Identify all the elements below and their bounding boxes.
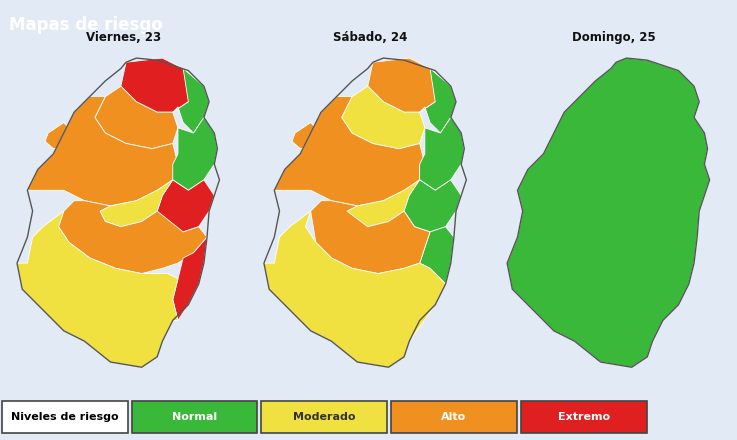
Polygon shape (100, 180, 172, 227)
Polygon shape (368, 58, 446, 112)
Polygon shape (404, 180, 461, 232)
Polygon shape (292, 123, 321, 149)
Polygon shape (419, 227, 454, 284)
Text: Viernes, 23: Viernes, 23 (86, 31, 161, 44)
FancyBboxPatch shape (262, 401, 387, 433)
Text: Domingo, 25: Domingo, 25 (572, 31, 655, 44)
Polygon shape (95, 86, 178, 149)
Polygon shape (172, 117, 217, 190)
Polygon shape (419, 69, 456, 133)
Polygon shape (27, 97, 178, 206)
Text: Sábado, 24: Sábado, 24 (333, 31, 408, 44)
Polygon shape (310, 201, 430, 274)
Polygon shape (274, 97, 425, 206)
FancyBboxPatch shape (132, 401, 257, 433)
Polygon shape (45, 123, 74, 149)
FancyBboxPatch shape (2, 401, 128, 433)
Polygon shape (172, 237, 207, 320)
FancyBboxPatch shape (521, 401, 646, 433)
Polygon shape (264, 211, 446, 367)
Polygon shape (121, 58, 199, 112)
Polygon shape (419, 117, 464, 190)
Polygon shape (157, 180, 214, 232)
Text: Moderado: Moderado (293, 412, 355, 422)
Polygon shape (17, 211, 178, 367)
Polygon shape (58, 201, 207, 274)
Text: Extremo: Extremo (558, 412, 609, 422)
Polygon shape (347, 180, 419, 227)
Text: Niveles de riesgo: Niveles de riesgo (11, 412, 119, 422)
Text: Mapas de riesgo: Mapas de riesgo (9, 16, 163, 34)
Polygon shape (507, 58, 710, 367)
Polygon shape (172, 69, 209, 133)
Polygon shape (342, 86, 425, 149)
FancyBboxPatch shape (391, 401, 517, 433)
Text: Normal: Normal (172, 412, 217, 422)
Text: Alto: Alto (441, 412, 467, 422)
